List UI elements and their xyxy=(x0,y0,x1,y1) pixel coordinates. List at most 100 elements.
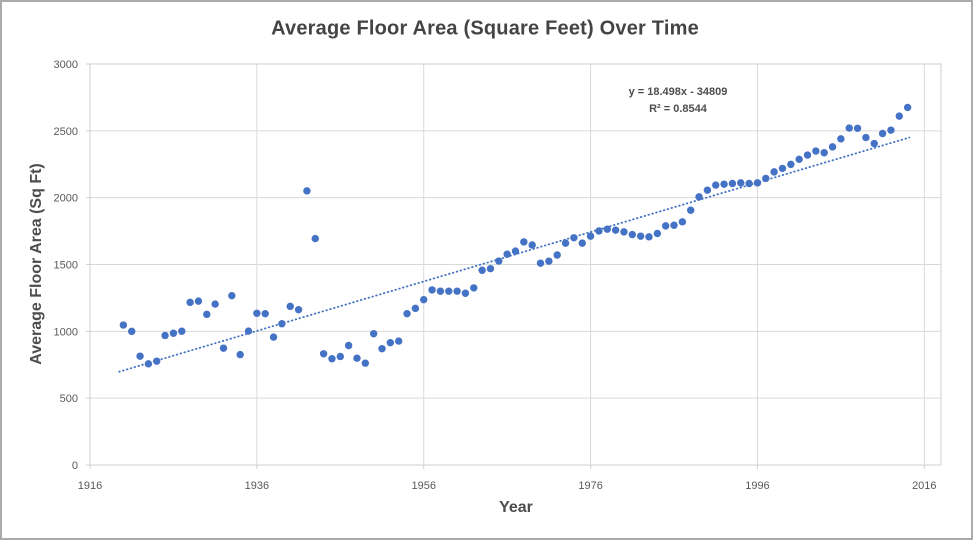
data-point xyxy=(403,309,411,318)
data-point xyxy=(720,180,728,188)
data-point xyxy=(261,309,269,318)
data-point xyxy=(294,305,303,314)
y-tick-label: 500 xyxy=(60,393,78,405)
data-point xyxy=(144,360,153,368)
data-point xyxy=(236,350,244,359)
data-point xyxy=(570,234,578,242)
data-point xyxy=(486,264,495,273)
data-point xyxy=(670,221,678,229)
x-tick-label: 1996 xyxy=(745,480,769,492)
data-point xyxy=(445,287,453,295)
data-point xyxy=(428,286,436,294)
chart-title: Average Floor Area (Square Feet) Over Ti… xyxy=(271,17,699,40)
data-point xyxy=(645,233,653,241)
data-point xyxy=(436,287,445,295)
data-point xyxy=(328,355,336,363)
data-point xyxy=(453,287,461,295)
data-point xyxy=(795,155,803,164)
data-point xyxy=(219,344,228,352)
data-point xyxy=(695,193,703,201)
data-point xyxy=(386,338,395,347)
y-tick-label: 0 xyxy=(72,460,78,472)
data-point xyxy=(269,333,278,341)
data-point xyxy=(286,302,294,311)
data-point xyxy=(737,179,745,187)
x-tick-label: 2016 xyxy=(912,480,936,492)
data-point xyxy=(311,234,319,243)
y-tick-label: 1500 xyxy=(54,260,78,272)
data-point xyxy=(837,135,845,143)
x-tick-label: 1916 xyxy=(78,480,102,492)
data-point xyxy=(119,321,128,329)
data-point xyxy=(878,129,887,138)
data-point xyxy=(553,251,561,259)
data-point xyxy=(895,112,903,120)
data-point xyxy=(169,329,178,337)
data-point xyxy=(862,133,870,142)
data-point xyxy=(194,297,203,305)
y-tick-label: 2500 xyxy=(54,126,78,138)
x-tick-label: 1976 xyxy=(578,480,602,492)
y-axis-title: Average Floor Area (Sq Ft) xyxy=(28,163,45,365)
data-point xyxy=(203,310,211,319)
data-point xyxy=(628,230,637,239)
data-point xyxy=(903,103,912,112)
data-point xyxy=(661,222,670,230)
data-point xyxy=(636,232,645,240)
r-squared-label: R² = 0.8544 xyxy=(649,103,707,115)
data-point xyxy=(812,147,820,155)
data-point xyxy=(820,149,828,157)
data-point xyxy=(770,168,778,176)
data-point xyxy=(228,291,236,300)
data-point xyxy=(853,124,862,132)
data-point xyxy=(495,257,503,265)
data-point xyxy=(244,327,253,335)
data-point xyxy=(828,143,837,151)
data-point xyxy=(745,179,753,188)
data-point xyxy=(136,352,144,360)
data-point xyxy=(303,187,311,195)
x-axis-title: Year xyxy=(499,499,533,516)
data-point xyxy=(478,266,486,274)
data-point xyxy=(653,229,662,238)
data-point xyxy=(153,357,161,365)
data-point xyxy=(278,320,286,328)
data-point xyxy=(378,345,386,353)
data-point xyxy=(411,304,420,313)
data-point xyxy=(470,284,478,292)
data-point xyxy=(595,227,603,235)
data-point xyxy=(536,259,545,267)
x-tick-label: 1936 xyxy=(245,480,269,492)
y-tick-label: 1000 xyxy=(54,326,78,338)
data-point xyxy=(586,232,595,240)
data-point xyxy=(394,337,403,345)
data-point xyxy=(762,174,770,183)
data-point xyxy=(620,228,628,236)
data-point xyxy=(870,139,878,148)
data-point xyxy=(319,350,328,358)
data-point xyxy=(678,218,687,226)
data-point xyxy=(603,225,611,233)
data-point xyxy=(703,186,712,194)
data-point xyxy=(178,327,186,335)
y-tick-label: 3000 xyxy=(54,59,78,71)
data-point xyxy=(520,238,528,246)
x-tick-label: 1956 xyxy=(411,480,435,492)
data-point xyxy=(712,181,720,189)
data-point xyxy=(186,298,194,307)
data-point xyxy=(845,124,853,132)
data-point xyxy=(211,300,219,308)
data-point xyxy=(161,331,169,340)
data-point xyxy=(687,206,695,214)
data-point xyxy=(361,359,370,367)
trendline xyxy=(118,136,911,373)
data-point xyxy=(336,352,344,361)
data-point xyxy=(353,354,361,362)
data-point xyxy=(511,247,520,255)
data-point xyxy=(420,295,428,304)
data-point xyxy=(578,239,586,247)
data-point xyxy=(778,164,787,173)
data-point xyxy=(803,151,812,159)
data-point xyxy=(528,241,536,249)
data-point xyxy=(887,126,895,134)
